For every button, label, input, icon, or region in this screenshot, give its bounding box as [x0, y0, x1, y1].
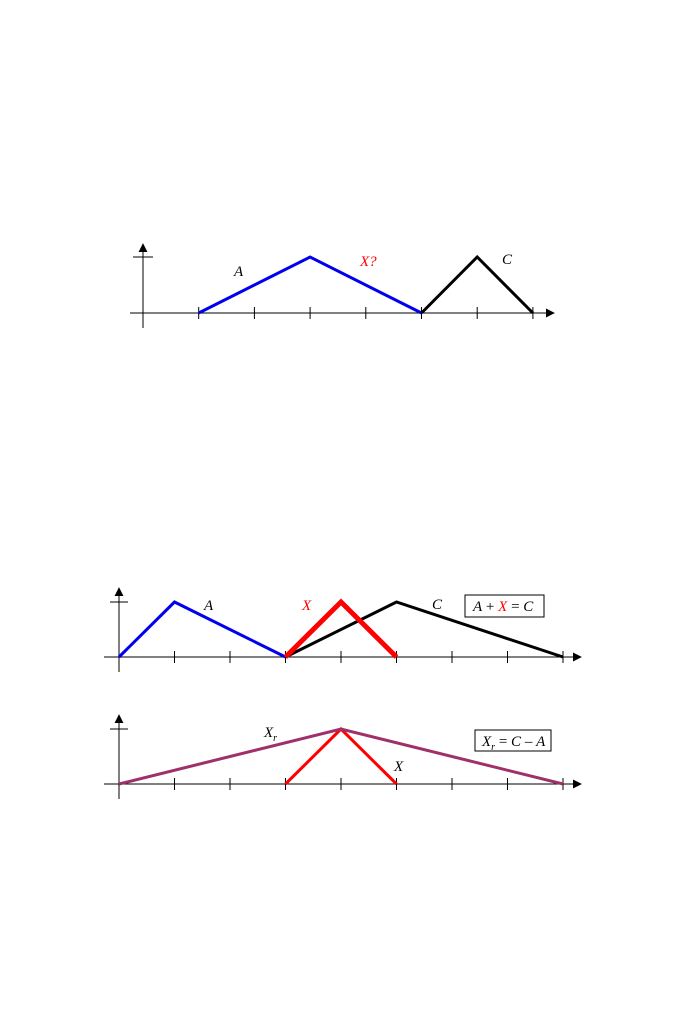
eq-term-c: C [523, 599, 534, 615]
panel-1-axes [130, 243, 555, 328]
eq-equals: = [507, 599, 523, 615]
eq-term-x: X [497, 599, 508, 615]
eq-term-a: A [472, 599, 483, 615]
curve-xr [118, 727, 564, 786]
equation-box: A + X = C [464, 594, 545, 618]
label-xr-main: X [263, 725, 274, 741]
curve-c [420, 254, 534, 315]
label-c: C [502, 252, 513, 268]
label-x: X [393, 759, 404, 775]
curve-x [283, 598, 399, 659]
x-ticks [174, 778, 564, 790]
equation-box: Xr = C – A [474, 729, 552, 753]
equation-frame [464, 594, 545, 618]
equation-frame [474, 729, 552, 752]
panel-1: A X? C [130, 243, 555, 328]
curve-a [198, 255, 423, 315]
panel-3-axes [104, 714, 582, 799]
equation-text: Xr = C – A [481, 734, 546, 753]
eq-term-x: X [481, 734, 492, 750]
label-x: X [301, 598, 312, 614]
x-ticks [198, 307, 534, 319]
label-a: A [233, 264, 244, 280]
label-x-question: X? [359, 254, 377, 270]
equation-text: A + X = C [472, 599, 534, 615]
panel-3: Xr X Xr = C – A [104, 714, 582, 799]
eq-minus: – [521, 734, 536, 750]
eq-term-a: A [535, 734, 546, 750]
label-xr-sub: r [273, 733, 277, 744]
curve-a [117, 600, 287, 659]
eq-term-x-sub: r [491, 742, 495, 753]
label-xr: Xr [263, 725, 277, 744]
eq-equals: = [495, 734, 511, 750]
label-a: A [203, 598, 214, 614]
panel-2: A X C A + X = C [104, 587, 582, 672]
eq-plus: + [482, 599, 498, 615]
label-c: C [432, 597, 443, 613]
curve-c [284, 600, 564, 659]
eq-term-c: C [511, 734, 522, 750]
